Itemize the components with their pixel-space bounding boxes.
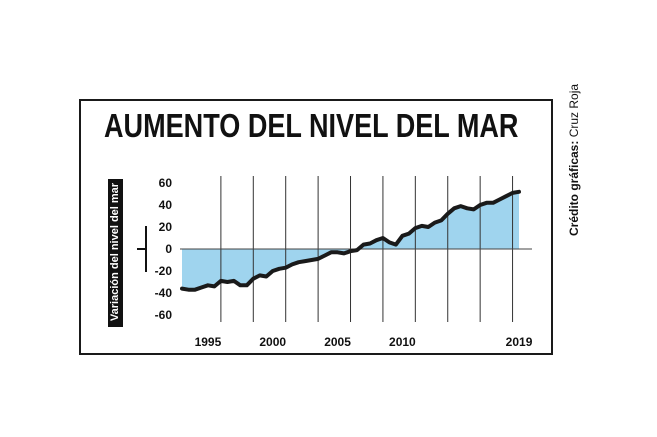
x-tick-label-2: 2005	[324, 335, 351, 349]
y-axis-label-box: Variación del nivel del mar	[108, 179, 123, 327]
x-tick-label-1: 2000	[259, 335, 286, 349]
y-tick-label-5: -40	[155, 286, 173, 300]
chart-title: AUMENTO DEL NIVEL DEL MAR	[104, 107, 519, 144]
y-tick-label-6: -60	[155, 308, 173, 322]
area-fill	[182, 191, 520, 290]
y-tick-label-2: 20	[159, 220, 173, 234]
x-tick-label-3: 2010	[389, 335, 416, 349]
y-tick-label-3: 0	[165, 242, 172, 256]
y-tick-label-4: -20	[155, 264, 173, 278]
y-tick-label-1: 40	[159, 198, 173, 212]
x-tick-label-4: 2019	[506, 335, 533, 349]
y-tick-label-0: 60	[159, 176, 173, 190]
x-tick-label-0: 1995	[195, 335, 222, 349]
series-line	[180, 189, 521, 292]
